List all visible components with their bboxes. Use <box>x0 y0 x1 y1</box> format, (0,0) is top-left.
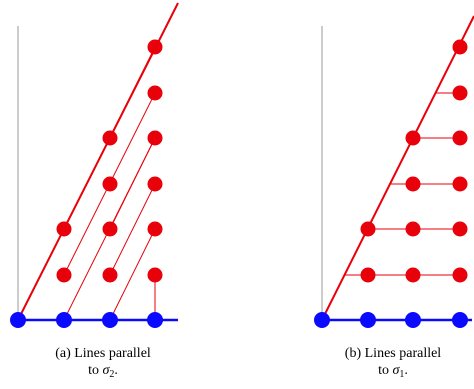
lattice-point <box>147 85 163 101</box>
panel-b <box>314 15 474 328</box>
lattice-point <box>452 130 468 146</box>
parallel-line <box>109 183 156 276</box>
lattice-point <box>102 267 118 283</box>
lattice-point <box>405 176 421 192</box>
lattice-point <box>405 221 421 237</box>
lattice-point <box>102 130 118 146</box>
caption-b-prefix: to <box>378 363 393 378</box>
lattice-point <box>405 130 421 146</box>
axis-point <box>147 312 163 328</box>
lattice-point <box>452 267 468 283</box>
axis-point <box>405 312 421 328</box>
lattice-point <box>452 85 468 101</box>
caption-a-prefix: to <box>88 363 103 378</box>
axis-point <box>10 312 26 328</box>
lattice-point <box>102 221 118 237</box>
lattice-point <box>360 267 376 283</box>
lattice-point <box>452 39 468 55</box>
caption-b-line2: to σ1. <box>303 362 474 383</box>
boundary-line <box>321 15 474 321</box>
lattice-point <box>56 267 72 283</box>
caption-a-suffix: . <box>114 363 118 378</box>
lattice-point <box>452 176 468 192</box>
axis-point <box>56 312 72 328</box>
caption-b-subscript: 1 <box>399 369 405 380</box>
parallel-line <box>109 228 156 321</box>
lattice-point <box>147 221 163 237</box>
caption-b: (b) Lines parallel to σ1. <box>303 345 474 383</box>
parallel-line <box>109 137 156 230</box>
caption-a-subscript: 2 <box>109 369 115 380</box>
panel-a <box>10 2 179 328</box>
caption-a-line1: (a) Lines parallel <box>55 346 151 361</box>
caption-a-line2: to σ2. <box>13 362 193 383</box>
axis-point <box>360 312 376 328</box>
lattice-point <box>147 267 163 283</box>
lattice-point <box>360 221 376 237</box>
lattice-point <box>452 221 468 237</box>
caption-a: (a) Lines parallel to σ2. <box>13 345 193 383</box>
lattice-point <box>102 176 118 192</box>
axis-point <box>452 312 468 328</box>
lattice-point <box>147 39 163 55</box>
lattice-point <box>405 267 421 283</box>
axis-point <box>102 312 118 328</box>
lattice-point <box>56 221 72 237</box>
axis-point <box>314 312 330 328</box>
caption-a-symbol: σ <box>102 363 110 378</box>
caption-b-suffix: . <box>404 363 408 378</box>
lattice-point <box>147 130 163 146</box>
caption-b-symbol: σ <box>392 363 400 378</box>
caption-b-line1: (b) Lines parallel <box>344 346 442 361</box>
lattice-point <box>147 176 163 192</box>
